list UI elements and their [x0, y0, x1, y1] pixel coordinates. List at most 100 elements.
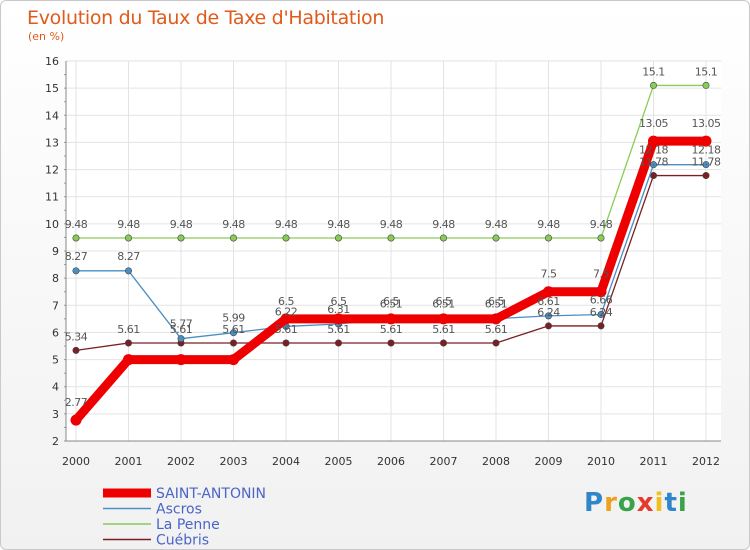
data-label: 12.18: [692, 144, 721, 157]
data-label: 9.48: [432, 218, 455, 231]
data-point: [123, 354, 134, 366]
data-point: [72, 267, 80, 275]
data-label: 9.48: [222, 218, 245, 231]
y-tick-label: 7: [52, 299, 59, 312]
data-label: 5.61: [117, 323, 140, 336]
data-label: 6.24: [590, 306, 613, 319]
x-tick-label: 2012: [692, 455, 720, 468]
y-tick-label: 14: [45, 109, 59, 122]
data-point: [230, 234, 238, 242]
data-label: 6.5: [278, 295, 294, 308]
y-tick-label: 12: [45, 164, 59, 177]
legend-label: Cuébris: [156, 533, 209, 549]
legend-label: Ascros: [156, 502, 202, 518]
data-label: 5.61: [275, 323, 298, 336]
data-point: [387, 339, 395, 347]
y-tick-label: 15: [45, 82, 59, 95]
y-tick-label: 13: [45, 136, 59, 149]
y-tick-label: 10: [45, 218, 59, 231]
data-label: 5.61: [432, 323, 455, 336]
data-point: [280, 313, 292, 325]
x-tick-label: 2009: [535, 455, 563, 468]
x-tick-label: 2010: [587, 455, 615, 468]
data-label: 6.24: [537, 306, 560, 319]
data-label: 9.48: [65, 218, 88, 231]
data-point: [70, 414, 82, 426]
data-point: [597, 234, 605, 242]
data-point: [490, 313, 502, 325]
y-tick-label: 6: [52, 326, 59, 339]
data-point: [544, 322, 552, 330]
data-label: 15.1: [642, 65, 665, 78]
x-tick-label: 2003: [220, 455, 248, 468]
data-label: 2.77: [65, 396, 88, 409]
y-tick-label: 3: [52, 408, 59, 421]
data-label: 5.61: [170, 323, 193, 336]
data-label: 6.5: [331, 295, 347, 308]
chart-subtitle: (en %): [28, 30, 65, 43]
data-point: [282, 339, 290, 347]
data-label: 5.61: [222, 323, 245, 336]
x-tick-label: 2011: [640, 455, 668, 468]
data-label: 7.5: [541, 268, 557, 281]
data-point: [702, 161, 710, 169]
data-point: [595, 286, 607, 298]
logo-letter: t: [664, 488, 678, 518]
data-label: 8.27: [65, 250, 88, 263]
data-point: [72, 234, 80, 242]
data-point: [700, 135, 712, 147]
data-label: 11.78: [639, 156, 668, 169]
data-point: [230, 339, 238, 347]
data-point: [125, 339, 133, 347]
data-point: [702, 81, 710, 89]
proxiti-logo: Proxiti: [584, 488, 688, 518]
data-label: 6.66: [590, 294, 613, 307]
data-label: 8.27: [117, 250, 140, 263]
data-label: 6.31: [327, 303, 350, 316]
data-label: 13.05: [639, 117, 668, 130]
y-tick-label: 9: [52, 245, 59, 258]
logo-letter: x: [636, 488, 655, 518]
data-label: 6.51: [432, 298, 455, 311]
y-tick-label: 2: [52, 435, 59, 448]
data-label: 13.05: [692, 117, 721, 130]
y-tick-label: 4: [52, 381, 59, 394]
data-label: 6.51: [380, 298, 403, 311]
data-point: [228, 354, 239, 366]
logo-letter: P: [584, 488, 605, 518]
data-point: [543, 286, 554, 298]
x-tick-label: 2008: [482, 455, 510, 468]
data-label: 6.61: [537, 295, 560, 308]
data-point: [282, 234, 290, 242]
legend-label: La Penne: [156, 517, 220, 533]
data-point: [544, 234, 552, 242]
legend-label: SAINT-ANTONIN: [156, 486, 266, 502]
data-label: 15.1: [695, 65, 718, 78]
logo-letter: i: [654, 488, 665, 518]
data-point: [649, 161, 657, 169]
data-point: [544, 312, 552, 320]
data-label: 6.22: [275, 305, 298, 318]
data-point: [597, 311, 605, 319]
x-tick-label: 2005: [325, 455, 353, 468]
data-label: 6.5: [436, 295, 452, 308]
data-point: [492, 234, 500, 242]
logo-letter: r: [604, 488, 618, 518]
data-point: [230, 329, 238, 337]
data-point: [439, 339, 447, 347]
logo-letter: o: [617, 488, 637, 518]
data-point: [72, 346, 80, 354]
data-label: 11.78: [692, 156, 721, 169]
x-tick-label: 2007: [430, 455, 458, 468]
data-point: [438, 313, 449, 325]
data-point: [334, 339, 342, 347]
data-label: 9.48: [537, 218, 560, 231]
x-tick-label: 2002: [167, 455, 195, 468]
logo-letter: i: [677, 488, 688, 518]
data-point: [439, 234, 447, 242]
x-tick-label: 2006: [377, 455, 405, 468]
y-tick-label: 8: [52, 272, 59, 285]
data-label: 9.48: [170, 218, 193, 231]
